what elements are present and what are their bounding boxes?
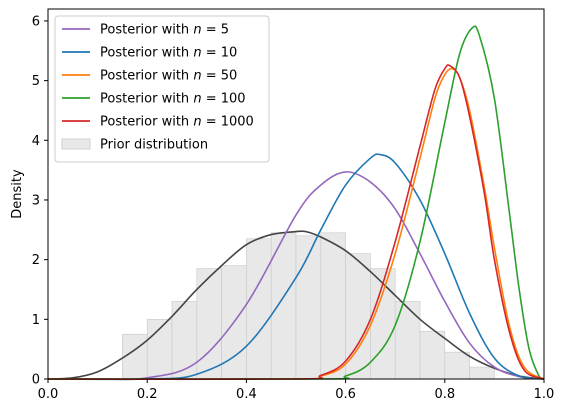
prior-bar	[419, 330, 446, 380]
y-tick-label: 4	[32, 134, 40, 149]
legend-label-prefix: Posterior with	[100, 46, 193, 61]
legend-label-prefix: Posterior with	[100, 115, 193, 130]
legend-label-prior: Prior distribution	[100, 138, 208, 153]
legend-label-prefix: Posterior with	[100, 92, 193, 107]
legend-label-variable: n	[193, 46, 201, 61]
x-tick-label: 0.2	[137, 387, 158, 402]
legend-box	[54, 15, 270, 163]
y-axis-label: Density	[10, 169, 25, 219]
prior-bar	[122, 333, 148, 380]
prior-bar	[320, 232, 346, 380]
legend-label-value: = 100	[202, 92, 246, 107]
axes-frame	[47, 8, 545, 380]
legend-label-value: = 10	[202, 46, 238, 61]
x-axis-ticks: 0.0 0.2 0.4 0.6 0.8 1.0	[38, 379, 555, 402]
posterior-line	[47, 64, 545, 381]
y-tick-label: 1	[32, 313, 40, 328]
legend-label: Posterior with n = 50	[100, 69, 237, 84]
x-tick-label: 1.0	[534, 387, 555, 402]
prior-bar	[196, 268, 222, 380]
y-tick-label: 0	[32, 373, 40, 388]
legend-label: Posterior with n = 5	[100, 23, 229, 38]
legend-label-prefix: Posterior with	[100, 69, 193, 84]
prior-bar	[246, 238, 272, 380]
posterior-series-layer	[47, 25, 545, 381]
y-axis-ticks: 0 1 2 3 4 5 6	[32, 14, 48, 388]
y-tick-label: 3	[32, 193, 40, 208]
legend-label-value: = 1000	[202, 115, 254, 130]
prior-bar	[295, 235, 322, 380]
legend-label: Posterior with n = 10	[100, 46, 237, 61]
posterior-line	[47, 25, 545, 381]
legend-label: Posterior with n = 100	[100, 92, 246, 107]
prior-kde-layer	[47, 230, 545, 380]
prior-bar	[469, 366, 495, 380]
legend-label-variable: n	[193, 23, 201, 38]
y-tick-label: 5	[32, 74, 40, 89]
legend-label-prefix: Posterior with	[100, 23, 193, 38]
posterior-line	[47, 171, 545, 381]
y-tick-label: 2	[32, 253, 40, 268]
x-tick-label: 0.8	[434, 387, 455, 402]
x-tick-label: 0.0	[38, 387, 59, 402]
x-tick-label: 0.6	[335, 387, 356, 402]
prior-bar	[394, 301, 421, 380]
legend-label-variable: n	[193, 92, 201, 107]
prior-bar	[444, 351, 470, 380]
legend-label-value: = 50	[202, 69, 238, 84]
legend-label: Posterior with n = 1000	[100, 115, 254, 130]
legend-label-value: = 5	[202, 23, 229, 38]
prior-kde-line	[47, 230, 545, 380]
y-tick-label: 6	[32, 14, 40, 29]
prior-bar	[171, 301, 198, 380]
prior-bar	[345, 253, 371, 380]
x-tick-label: 0.4	[236, 387, 257, 402]
legend-label-variable: n	[193, 69, 201, 84]
legend-label-variable: n	[193, 115, 201, 130]
posterior-line	[47, 153, 545, 381]
legend-swatch-prior	[61, 138, 91, 150]
prior-histogram	[122, 232, 495, 380]
